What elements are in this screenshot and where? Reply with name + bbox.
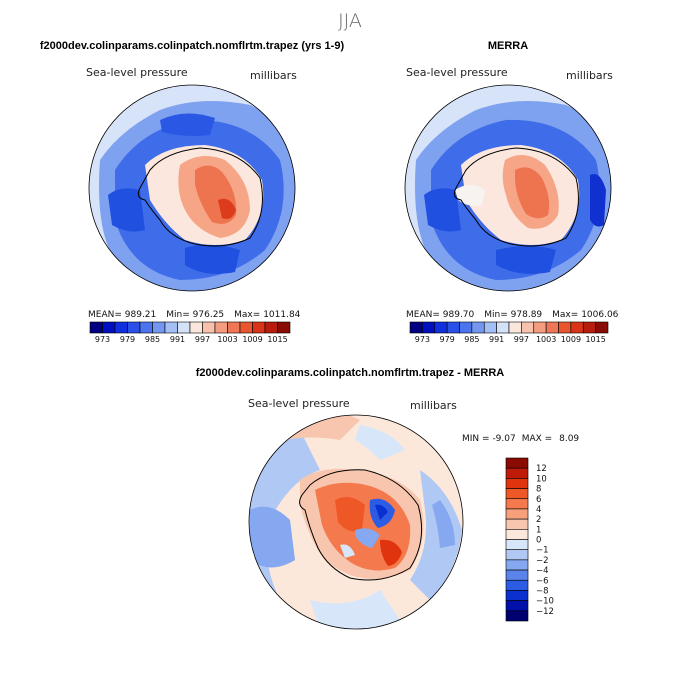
- colorbar-swatch: [505, 559, 529, 571]
- colorbar-swatch: [102, 321, 116, 334]
- colorbar-swatch: [533, 321, 547, 334]
- colorbar-swatch: [496, 321, 510, 334]
- colorbar-swatch: [483, 321, 497, 334]
- colorbar-tick-label: 1: [536, 525, 541, 535]
- stats-model: MEAN= 989.21 Min= 976.25 Max= 1011.84: [88, 310, 301, 320]
- colorbar-swatch: [127, 321, 141, 334]
- variable-label-diff: Sea-level pressure: [248, 397, 350, 410]
- colorbar-swatch: [227, 321, 241, 334]
- colorbar-tick-label: −8: [536, 586, 549, 596]
- map-merra: Sea-level pressure millibars MEAN= 989.7…: [404, 66, 619, 344]
- colorbar-swatch: [505, 457, 529, 469]
- colorbar-swatch: [505, 539, 529, 550]
- colorbar-swatch: [471, 321, 485, 334]
- colorbar-swatch: [570, 321, 584, 334]
- units-label-merra: millibars: [566, 69, 613, 82]
- colorbar-swatch: [582, 321, 596, 334]
- colorbar-swatch: [177, 321, 191, 334]
- colorbar-swatch: [505, 488, 529, 500]
- colorbar-swatch: [505, 508, 529, 520]
- colorbar-swatch: [446, 321, 460, 334]
- colorbar-swatch: [505, 529, 529, 540]
- colorbar-swatch: [214, 321, 228, 334]
- colorbar-tick-label: −1: [536, 546, 549, 556]
- stats-merra: MEAN= 989.70 Min= 978.89 Max= 1006.06: [406, 310, 619, 320]
- colorbar-tick-label: −12: [536, 607, 554, 617]
- colorbar-swatch: [595, 321, 609, 334]
- colorbar-swatch: [508, 321, 522, 334]
- colorbar-tick-label: 991: [489, 335, 504, 344]
- colorbar-swatch: [164, 321, 178, 334]
- colorbar-tick-label: 1015: [267, 335, 287, 344]
- colorbar-swatch: [459, 321, 473, 334]
- map-model: Sea-level pressure millibars MEAN= 989.2…: [86, 66, 301, 344]
- colorbar-swatch: [521, 321, 535, 334]
- variable-label-merra: Sea-level pressure: [406, 66, 508, 79]
- colorbar-tick-label: 1009: [561, 335, 581, 344]
- colorbar-swatch: [505, 478, 529, 489]
- colorbar-swatch: [558, 321, 572, 334]
- panel-right-title: MERRA: [488, 40, 528, 52]
- colorbar-swatch: [505, 498, 529, 510]
- map-difference: Sea-level pressure millibars MIN = -9.07…: [248, 397, 579, 630]
- colorbar-swatch: [89, 321, 103, 334]
- colorbar-tick-label: −10: [536, 597, 554, 607]
- colorbar-swatch: [434, 321, 448, 334]
- units-label-diff: millibars: [410, 399, 457, 412]
- colorbar-tick-label: 979: [120, 335, 135, 344]
- colorbar-tick-label: 1009: [242, 335, 262, 344]
- colorbar-tick-label: 985: [145, 335, 160, 344]
- colorbar-tick-label: 10: [536, 474, 547, 484]
- colorbar-swatch: [505, 590, 529, 601]
- colorbar-swatch: [505, 549, 529, 561]
- colorbar-swatch: [139, 321, 153, 334]
- colorbar-swatch: [202, 321, 216, 334]
- colorbar-tick-label: −6: [536, 576, 549, 586]
- colorbar-tick-label: 0: [536, 536, 541, 546]
- colorbar-model: 973 979 985 991 997 1003 1009 1015: [89, 321, 291, 344]
- colorbar-tick-label: −2: [536, 556, 549, 566]
- colorbar-swatch: [114, 321, 128, 334]
- colorbar-tick-label: 985: [464, 335, 479, 344]
- colorbar-tick-label: 4: [536, 505, 541, 515]
- colorbar-tick-label: 973: [415, 335, 430, 344]
- colorbar-swatch: [422, 321, 436, 334]
- colorbar-swatch: [252, 321, 266, 334]
- variable-label-model: Sea-level pressure: [86, 66, 188, 79]
- colorbar-tick-label: 1003: [217, 335, 237, 344]
- colorbar-swatch: [505, 579, 529, 591]
- colorbar-swatch: [409, 321, 423, 334]
- page-title: JJA: [338, 10, 362, 32]
- units-label-model: millibars: [250, 69, 297, 82]
- colorbar-tick-label: 12: [536, 464, 547, 474]
- panel-diff-title: f2000dev.colinparams.colinpatch.nomflrtm…: [196, 367, 505, 379]
- colorbar-tick-label: 991: [170, 335, 185, 344]
- colorbar-swatch: [189, 321, 203, 334]
- colorbar-tick-label: 1015: [585, 335, 605, 344]
- colorbar-swatch: [152, 321, 166, 334]
- colorbar-swatch: [264, 321, 278, 334]
- colorbar-tick-label: 6: [536, 495, 541, 505]
- colorbar-swatch: [505, 467, 529, 479]
- colorbar-tick-label: 997: [514, 335, 529, 344]
- colorbar-swatch: [545, 321, 559, 334]
- colorbar-swatch: [505, 518, 529, 530]
- colorbar-swatch: [277, 321, 291, 334]
- colorbar-tick-label: −4: [536, 566, 549, 576]
- stats-diff: MIN = -9.07 MAX = 8.09: [462, 434, 579, 444]
- colorbar-tick-label: 997: [195, 335, 210, 344]
- panel-left-title: f2000dev.colinparams.colinpatch.nomflrtm…: [40, 40, 345, 52]
- colorbar-swatch: [505, 600, 529, 612]
- colorbar-tick-label: 8: [536, 485, 541, 495]
- colorbar-swatch: [505, 610, 529, 622]
- colorbar-tick-label: 2: [536, 515, 541, 525]
- colorbar-merra: 973 979 985 991 997 1003 1009 1015: [409, 321, 609, 344]
- colorbar-swatch: [239, 321, 253, 334]
- colorbar-tick-label: 1003: [536, 335, 556, 344]
- colorbar-tick-label: 973: [95, 335, 110, 344]
- colorbar-tick-label: 979: [439, 335, 454, 344]
- colorbar-swatch: [505, 569, 529, 581]
